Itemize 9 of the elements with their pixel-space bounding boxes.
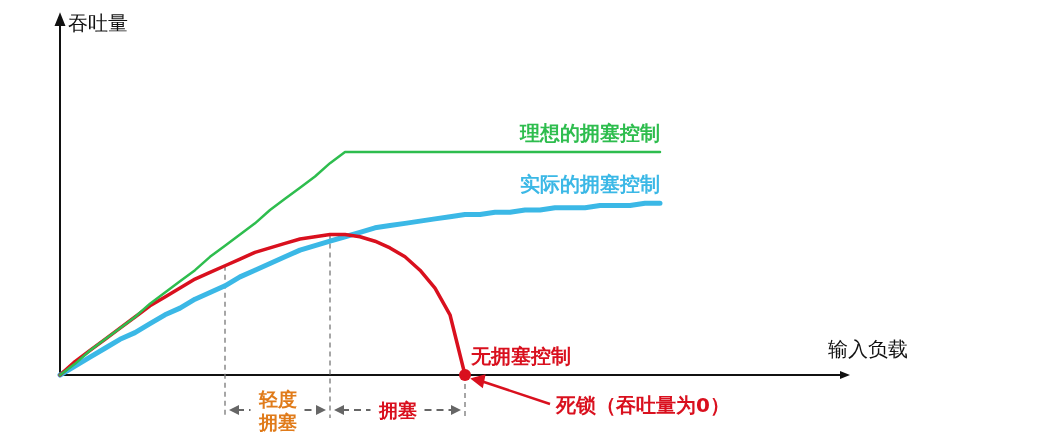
text: 死锁（吞吐量为0） — [555, 393, 730, 417]
series-label: 理想的拥塞控制 — [519, 121, 660, 145]
text: 输入负载 — [828, 337, 908, 361]
text: 吞吐量 — [68, 11, 128, 35]
text: 拥塞 — [377, 399, 417, 421]
text: 轻度 — [257, 388, 297, 410]
text: 拥塞 — [257, 411, 297, 433]
series-label: 实际的拥塞控制 — [520, 172, 660, 197]
series-label: 无拥塞控制 — [470, 344, 571, 368]
